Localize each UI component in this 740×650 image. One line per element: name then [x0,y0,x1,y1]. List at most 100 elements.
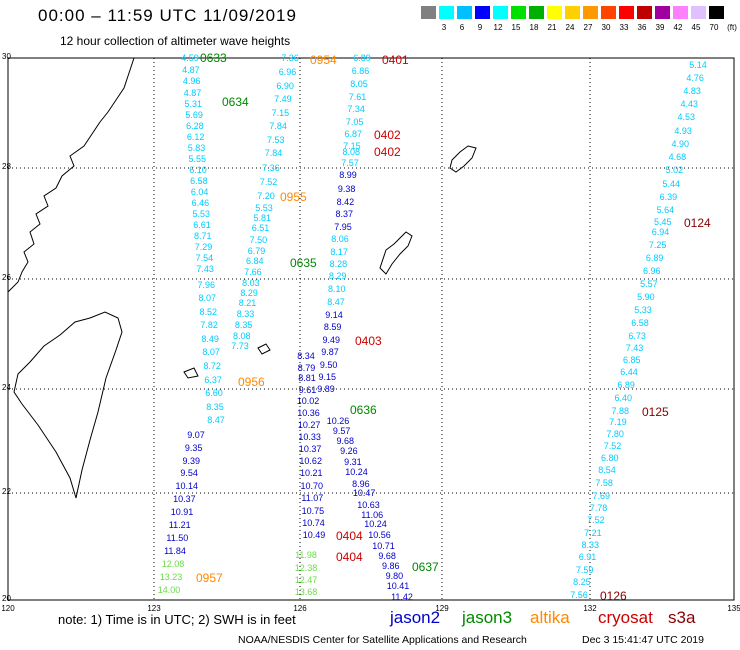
wave-height-value: 10.21 [300,468,323,478]
wave-height-value: 7.52 [260,177,278,187]
wave-height-value: 4.59 [181,53,199,63]
wave-height-value: 4.93 [674,126,692,136]
legend-tick-label: 6 [459,23,465,32]
wave-height-value: 6.60 [205,388,223,398]
wave-height-value: 7.36 [281,53,299,63]
wave-height-value: 7.95 [334,222,352,232]
wave-height-value: 10.26 [327,416,350,426]
legend-tick-label: 42 [673,23,683,32]
wave-height-value: 6.40 [614,393,632,403]
satellite-name: jason2 [390,608,441,627]
pass-time-label: 0125 [642,405,669,419]
wave-height-value: 7.15 [272,108,290,118]
wave-height-value: 8.08 [233,331,251,341]
wave-height-value: 6.28 [186,121,204,131]
wave-height-value: 11.21 [169,520,191,530]
pass-time-label: 0124 [684,216,711,230]
wave-height-value: 9.14 [325,310,343,320]
legend-tick-label: 33 [619,23,629,32]
wave-height-value: 4.53 [678,112,696,122]
wave-height-value: 11.06 [361,510,383,520]
wave-height-value: 7.49 [274,94,292,104]
wave-height-value: 7.54 [196,253,214,263]
wave-height-value: 5.02 [666,165,684,175]
wave-height-value: 6.12 [187,132,205,142]
wave-height-value: 5.55 [188,154,206,164]
wave-height-value: 6.94 [652,227,670,237]
wave-height-value: 6.89 [353,53,371,63]
wave-height-value: 8.25 [573,577,591,587]
legend-swatch [709,6,724,19]
wave-height-value: 7.25 [649,240,667,250]
legend-tick-label: 9 [477,23,483,32]
legend-swatch [475,6,490,19]
wave-height-value: 6.39 [660,192,678,202]
legend-swatch [511,6,526,19]
wave-height-value: 6.85 [623,355,641,365]
wave-height-value: 4.68 [669,152,687,162]
china-coastline [7,57,135,293]
wave-height-value: 11.07 [301,493,323,503]
lat-label: 20 [2,594,11,603]
wave-height-value: 5.81 [253,213,271,223]
legend-swatch [565,6,580,19]
wave-height-value: 5.14 [689,60,707,70]
wave-height-value: 8.35 [235,320,253,330]
pass-time-label: 0402 [374,145,401,159]
wave-height-value: 9.68 [378,551,396,561]
legend-tick-label: 36 [637,23,647,32]
wave-height-value: 7.19 [609,417,627,427]
wave-height-value: 9.89 [317,384,335,394]
wave-height-value: 13.23 [160,572,183,582]
wave-height-value: 8.72 [203,361,221,371]
wave-height-value: 7.43 [196,264,214,274]
wave-height-value: 8.08 [342,147,360,157]
wave-height-value: 5.53 [255,203,273,213]
wave-height-value: 9.57 [333,426,351,436]
wave-height-value: 8.07 [198,293,216,303]
wave-height-value: 11.50 [166,533,188,543]
wave-height-value: 8.79 [298,363,316,373]
page-title: 00:00 – 11:59 UTC 11/09/2019 [38,6,297,25]
legend-swatch [691,6,706,19]
legend-tick-label: 21 [547,23,557,32]
lon-label: 132 [583,604,597,613]
wave-height-value: 6.04 [191,187,209,197]
wave-height-value: 5.64 [657,205,675,215]
wave-height-value: 10.62 [299,456,322,466]
wave-height-value: 8.06 [331,234,349,244]
wave-height-value: 10.71 [372,541,395,551]
wave-height-value: 7.69 [592,491,610,501]
wave-height-value: 6.89 [617,380,635,390]
wave-height-value: 8.47 [327,297,345,307]
wave-height-value: 4.43 [680,99,698,109]
wave-height-value: 8.37 [335,209,353,219]
wave-height-value: 11.98 [295,550,317,560]
wave-height-value: 10.33 [298,432,321,442]
wave-height-value: 7.15 [343,141,361,151]
legend-swatch [421,6,436,19]
wave-height-value: 8.71 [194,231,212,241]
wave-height-value: 8.33 [581,540,599,550]
legend-tick-label: 24 [565,23,575,32]
wave-height-value: 8.03 [242,278,260,288]
legend-swatch [673,6,688,19]
lat-label: 26 [2,273,11,282]
wave-height-value: 10.27 [298,420,321,430]
wave-height-value: 9.35 [185,443,203,453]
wave-height-value: 8.10 [328,284,346,294]
wave-height-value: 8.29 [240,288,258,298]
wave-height-value: 7.36 [262,163,280,173]
miyako-coastline [257,343,271,355]
wave-height-value: 11.42 [391,592,413,602]
wave-height-value: 7.88 [612,406,630,416]
legend-tick-label: 27 [583,23,593,32]
wave-height-value: 10.75 [302,506,325,516]
wave-height-value: 7.96 [198,280,216,290]
wave-height-value: 9.07 [187,430,205,440]
wave-height-value: 7.34 [347,104,365,114]
legend-tick-label: (ft) [727,23,737,32]
wave-height-value: 9.54 [180,468,198,478]
wave-height-value: 7.84 [265,148,283,158]
